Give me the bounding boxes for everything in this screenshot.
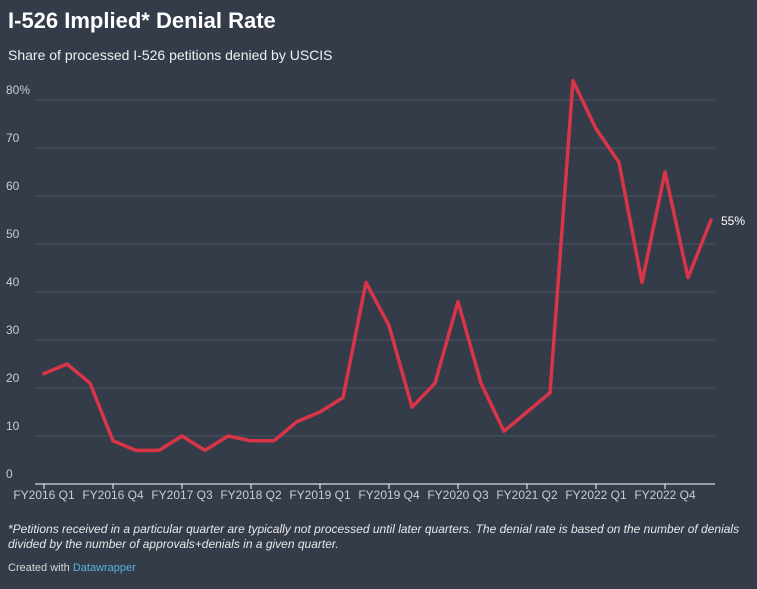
data-label: 55% <box>721 214 745 228</box>
y-tick-label: 10 <box>6 419 20 433</box>
y-tick-label: 30 <box>6 323 20 337</box>
y-tick-label: 50 <box>6 227 20 241</box>
x-tick-label: FY2022 Q4 <box>634 488 696 502</box>
y-tick-label: 80% <box>6 83 30 97</box>
chart-subtitle: Share of processed I-526 petitions denie… <box>8 47 333 63</box>
y-tick-label: 0 <box>6 467 13 481</box>
x-tick-label: FY2017 Q3 <box>151 488 213 502</box>
line <box>42 79 713 453</box>
x-tick-label: FY2016 Q4 <box>82 488 144 502</box>
x-tick-label: FY2016 Q1 <box>13 488 75 502</box>
x-tick-label: FY2019 Q1 <box>289 488 351 502</box>
x-tick-label: FY2018 Q2 <box>220 488 282 502</box>
footnote: *Petitions received in a particular quar… <box>8 522 740 551</box>
y-tick-label: 70 <box>6 131 20 145</box>
chart: 0 10 20 30 40 50 60 70 80% FY2016 Q1 FY2016 Q4 FY20… <box>6 79 745 502</box>
credit-text: Created with <box>8 562 70 574</box>
y-tick-label: 60 <box>6 179 20 193</box>
y-tick-label: 40 <box>6 275 20 289</box>
x-tick-label: FY2020 Q3 <box>427 488 489 502</box>
x-tick-label: FY2022 Q1 <box>565 488 627 502</box>
x-tick-label: FY2019 Q4 <box>358 488 420 502</box>
y-tick-label: 20 <box>6 371 20 385</box>
credit: Created with Datawrapper <box>8 562 136 574</box>
x-tick-label: FY2021 Q2 <box>496 488 558 502</box>
chart-title: I-526 Implied* Denial Rate <box>8 8 276 33</box>
credit-link[interactable]: Datawrapper <box>72 562 136 574</box>
